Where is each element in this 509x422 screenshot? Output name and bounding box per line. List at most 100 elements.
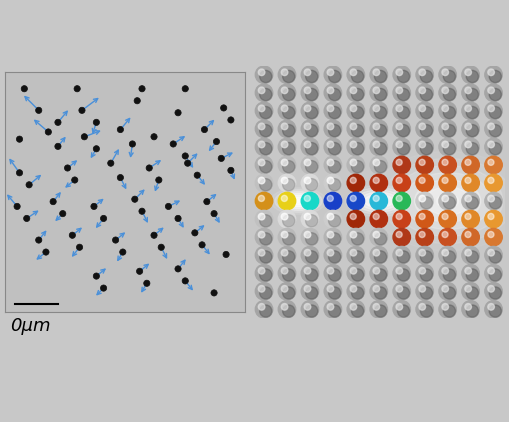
Circle shape: [351, 70, 363, 83]
Circle shape: [282, 70, 294, 83]
Ellipse shape: [359, 192, 397, 210]
Circle shape: [392, 210, 410, 228]
Circle shape: [415, 156, 433, 174]
Circle shape: [324, 265, 341, 282]
Circle shape: [326, 303, 333, 310]
Circle shape: [438, 210, 456, 228]
Circle shape: [397, 89, 409, 100]
Circle shape: [301, 156, 318, 174]
Circle shape: [324, 246, 341, 264]
Circle shape: [415, 210, 433, 228]
Ellipse shape: [354, 190, 402, 212]
Circle shape: [303, 69, 310, 76]
Circle shape: [303, 141, 310, 148]
Circle shape: [465, 89, 477, 100]
Circle shape: [328, 179, 340, 191]
Circle shape: [182, 153, 188, 159]
Circle shape: [464, 249, 470, 256]
Circle shape: [461, 156, 478, 174]
Circle shape: [324, 228, 341, 246]
Circle shape: [301, 265, 318, 282]
Circle shape: [464, 159, 470, 165]
Circle shape: [305, 143, 317, 155]
Circle shape: [351, 233, 363, 245]
Circle shape: [158, 244, 164, 250]
Circle shape: [255, 174, 272, 192]
Circle shape: [303, 213, 310, 220]
Circle shape: [461, 265, 478, 282]
Circle shape: [303, 105, 310, 112]
Circle shape: [194, 172, 200, 179]
Circle shape: [415, 265, 433, 282]
Circle shape: [464, 69, 470, 76]
Circle shape: [165, 203, 171, 210]
Ellipse shape: [403, 173, 491, 230]
Circle shape: [488, 70, 500, 83]
Circle shape: [304, 195, 310, 201]
Circle shape: [438, 246, 456, 264]
Circle shape: [392, 192, 410, 210]
Circle shape: [438, 66, 456, 84]
Circle shape: [326, 159, 333, 166]
Circle shape: [328, 305, 340, 317]
Circle shape: [464, 286, 470, 292]
Circle shape: [418, 159, 425, 165]
Circle shape: [326, 268, 333, 274]
Circle shape: [144, 280, 150, 287]
Circle shape: [258, 123, 264, 130]
Circle shape: [326, 69, 333, 76]
Circle shape: [349, 69, 356, 76]
Circle shape: [488, 305, 500, 317]
Circle shape: [280, 286, 287, 292]
Circle shape: [328, 161, 340, 173]
Circle shape: [211, 211, 217, 217]
Circle shape: [418, 249, 425, 256]
Circle shape: [372, 123, 379, 130]
Circle shape: [484, 192, 501, 210]
Circle shape: [373, 214, 379, 219]
Circle shape: [259, 70, 271, 83]
Circle shape: [328, 251, 340, 263]
Circle shape: [280, 159, 287, 166]
Circle shape: [438, 228, 456, 246]
Circle shape: [370, 265, 387, 282]
Circle shape: [76, 244, 82, 250]
Circle shape: [280, 87, 287, 94]
Circle shape: [259, 89, 271, 100]
Circle shape: [280, 123, 287, 130]
Circle shape: [464, 141, 470, 148]
Circle shape: [324, 282, 341, 300]
Circle shape: [415, 228, 433, 246]
Circle shape: [222, 252, 229, 257]
Circle shape: [69, 232, 75, 238]
Circle shape: [418, 69, 425, 76]
Circle shape: [487, 249, 493, 256]
Circle shape: [328, 287, 340, 299]
Circle shape: [347, 192, 364, 210]
Circle shape: [374, 124, 386, 137]
Circle shape: [487, 123, 493, 130]
Circle shape: [303, 268, 310, 274]
Circle shape: [326, 87, 333, 94]
Circle shape: [395, 123, 402, 130]
Circle shape: [278, 192, 295, 210]
Circle shape: [280, 213, 287, 220]
Circle shape: [395, 69, 402, 76]
Circle shape: [305, 215, 317, 227]
Circle shape: [397, 287, 409, 299]
Circle shape: [278, 156, 295, 174]
Circle shape: [370, 300, 387, 318]
Circle shape: [258, 141, 264, 148]
Circle shape: [415, 138, 433, 156]
Circle shape: [255, 265, 272, 282]
Circle shape: [442, 124, 455, 137]
Circle shape: [438, 265, 456, 282]
Circle shape: [442, 197, 455, 209]
Circle shape: [418, 195, 425, 202]
Circle shape: [282, 287, 294, 299]
Circle shape: [281, 195, 287, 201]
Circle shape: [419, 197, 432, 209]
Circle shape: [419, 287, 432, 299]
Circle shape: [282, 161, 294, 173]
Circle shape: [79, 107, 85, 114]
